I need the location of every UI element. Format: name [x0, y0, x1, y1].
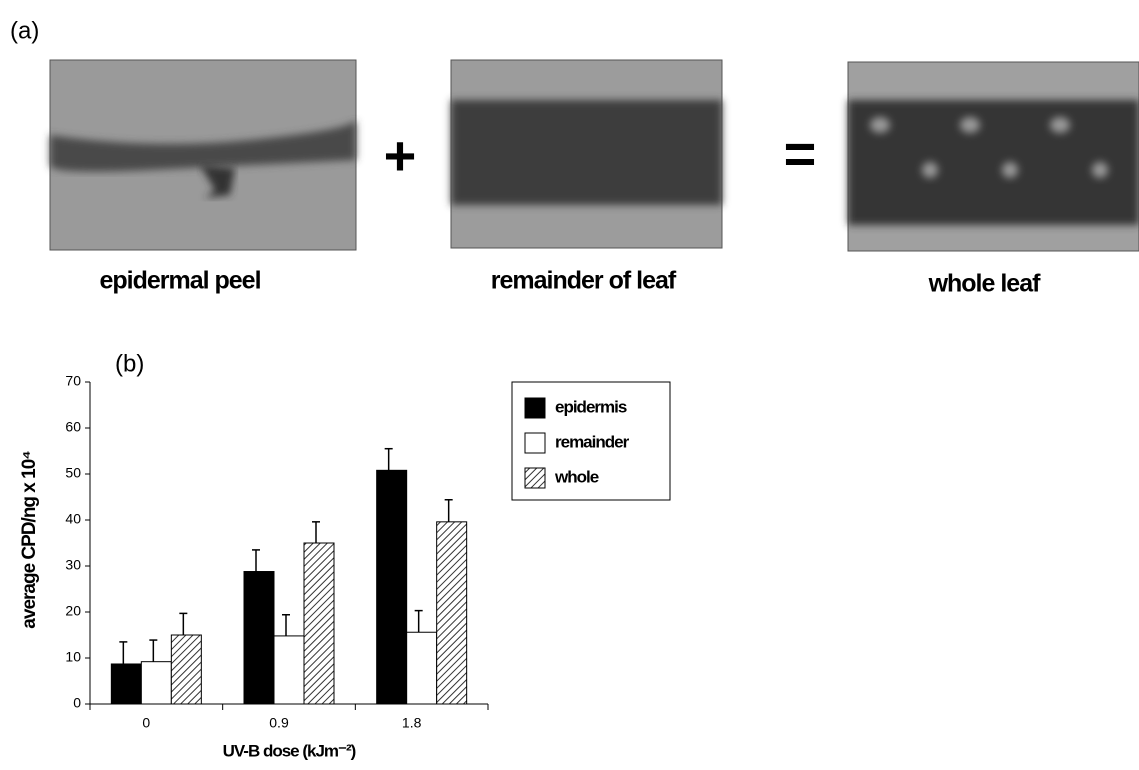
bar [407, 632, 437, 704]
legend-swatch [525, 468, 545, 488]
figure: (a) epidermal peel + remainder of leaf =… [0, 0, 1139, 765]
y-tick-label: 20 [65, 603, 81, 619]
y-tick-label: 40 [65, 511, 81, 527]
photo-epidermal-peel [50, 60, 356, 250]
legend-label: epidermis [555, 397, 627, 416]
bar [377, 470, 407, 704]
legend-label: whole [554, 467, 599, 486]
bar [437, 522, 467, 704]
x-tick-label: 0.9 [269, 715, 289, 731]
panel-label: (b) [115, 350, 144, 377]
photo-whole-leaf [848, 62, 1139, 251]
image-caption: whole leaf [928, 270, 1042, 298]
image-caption: remainder of leaf [491, 267, 677, 295]
bar [304, 543, 334, 704]
y-tick-label: 30 [65, 557, 81, 573]
y-tick-label: 50 [65, 465, 81, 481]
y-tick-label: 60 [65, 419, 81, 435]
y-tick-label: 0 [73, 695, 81, 711]
bar [274, 636, 304, 704]
operator: = [784, 122, 817, 185]
bar [141, 662, 171, 704]
bar [171, 635, 201, 704]
legend-swatch [525, 398, 545, 418]
panel-label: (a) [10, 17, 39, 44]
x-tick-label: 1.8 [402, 715, 422, 731]
legend-swatch [525, 433, 545, 453]
operator: + [384, 124, 417, 187]
x-axis-label: UV-B dose (kJm⁻²) [223, 741, 356, 760]
legend-label: remainder [555, 432, 630, 451]
image-caption: epidermal peel [99, 267, 260, 295]
photo-remainder-of-leaf [451, 60, 722, 248]
x-tick-label: 0 [142, 715, 150, 731]
y-tick-label: 70 [65, 373, 81, 389]
bar [244, 572, 274, 704]
bar [111, 664, 141, 704]
y-tick-label: 10 [65, 649, 81, 665]
y-axis-label: average CPD/ng x 10⁴ [19, 451, 40, 629]
